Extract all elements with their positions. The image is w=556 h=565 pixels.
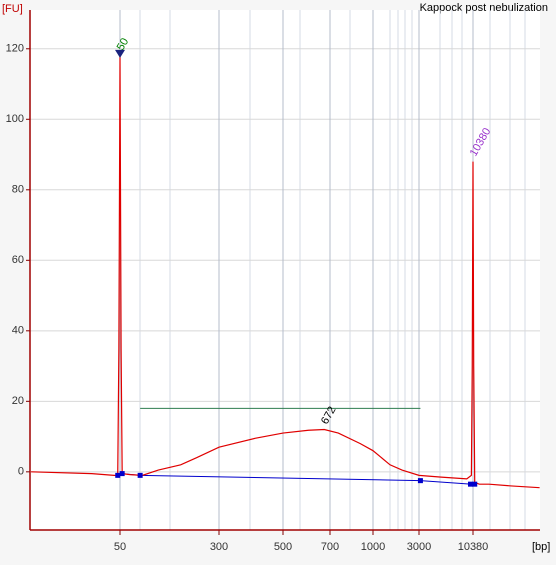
y-tick-label: 80 [12, 184, 24, 196]
baseline-point [467, 481, 473, 487]
plot-area [30, 10, 540, 530]
y-tick-label: 100 [6, 113, 24, 125]
baseline-point [417, 478, 423, 484]
x-tick-label: 3000 [407, 541, 431, 553]
baseline-point [119, 471, 125, 477]
y-tick-label: 60 [12, 254, 24, 266]
trace [31, 55, 540, 489]
x-tick-label: 500 [274, 541, 292, 553]
y-tick-label: 20 [12, 395, 24, 407]
y-tick-label: 0 [18, 466, 24, 478]
x-tick-label: 10380 [458, 541, 489, 553]
x-tick-label: 700 [321, 541, 339, 553]
chart-title: Kappock post nebulization [420, 2, 548, 14]
y-tick-label: 40 [12, 325, 24, 337]
peak-label: 50 [115, 36, 132, 53]
y-tick-label: 120 [6, 43, 24, 55]
x-tick-label: 300 [210, 541, 228, 553]
marker-triangle [115, 49, 125, 58]
baseline-point [472, 481, 478, 487]
x-tick-label: 50 [114, 541, 126, 553]
baseline-point [115, 472, 121, 478]
baseline-point [137, 472, 143, 478]
y-axis-label: [FU] [2, 3, 23, 15]
x-axis-label: [bp] [532, 541, 550, 553]
x-tick-label: 1000 [361, 541, 385, 553]
